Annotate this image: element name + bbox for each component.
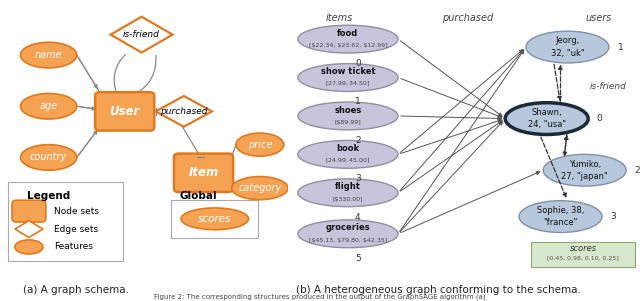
Polygon shape — [15, 221, 43, 237]
Text: is-friend: is-friend — [590, 82, 627, 91]
Ellipse shape — [298, 220, 398, 248]
Ellipse shape — [519, 201, 602, 232]
Text: price: price — [248, 140, 272, 150]
Text: "france": "france" — [543, 218, 578, 227]
Text: 0: 0 — [596, 114, 602, 123]
FancyBboxPatch shape — [531, 242, 635, 268]
Ellipse shape — [298, 25, 398, 53]
FancyBboxPatch shape — [174, 154, 233, 192]
Text: book: book — [337, 144, 360, 153]
Text: (a) A graph schema.: (a) A graph schema. — [22, 285, 129, 296]
Ellipse shape — [20, 42, 77, 68]
FancyBboxPatch shape — [171, 200, 259, 238]
Text: scores: scores — [570, 244, 596, 253]
Ellipse shape — [15, 240, 43, 254]
Text: age: age — [40, 101, 58, 111]
Ellipse shape — [232, 177, 288, 200]
Text: 1: 1 — [355, 98, 360, 107]
Text: users: users — [586, 13, 612, 23]
Text: 0: 0 — [355, 59, 360, 68]
Text: 2: 2 — [355, 136, 360, 145]
Text: scores: scores — [198, 214, 232, 224]
Text: [$45.13, $79.80, $42.35]: [$45.13, $79.80, $42.35] — [309, 238, 387, 243]
Text: shoes: shoes — [334, 106, 362, 115]
Text: purchased: purchased — [442, 13, 493, 23]
Text: is-friend: is-friend — [123, 30, 160, 39]
Text: Yumiko,: Yumiko, — [568, 160, 601, 169]
FancyBboxPatch shape — [95, 92, 154, 131]
Text: 4: 4 — [355, 213, 360, 222]
Text: [$27.99, $34.50]: [$27.99, $34.50] — [325, 80, 371, 88]
Ellipse shape — [298, 64, 398, 92]
Text: country: country — [30, 152, 67, 163]
Text: Legend: Legend — [27, 191, 70, 201]
Ellipse shape — [526, 31, 609, 63]
Text: Figure 2: The corresponding structures produced in the output of the GraphSAGE a: Figure 2: The corresponding structures p… — [154, 294, 486, 300]
Text: User: User — [109, 105, 140, 118]
Text: [$24.99, $45.00]: [$24.99, $45.00] — [325, 157, 371, 165]
Ellipse shape — [298, 179, 398, 207]
Text: Sophie, 38,: Sophie, 38, — [537, 206, 584, 215]
Ellipse shape — [181, 208, 248, 230]
FancyBboxPatch shape — [12, 200, 46, 222]
FancyBboxPatch shape — [8, 182, 124, 261]
Ellipse shape — [298, 141, 398, 168]
Ellipse shape — [236, 133, 284, 156]
Text: groceries: groceries — [326, 223, 371, 232]
Text: [$330.00]: [$330.00] — [333, 197, 364, 202]
Text: 5: 5 — [355, 254, 360, 263]
Text: [0.45, 0.98, 0.10, 0.25]: [0.45, 0.98, 0.10, 0.25] — [547, 255, 619, 260]
Polygon shape — [156, 96, 212, 127]
Text: purchased: purchased — [160, 107, 207, 116]
Text: 32, "uk": 32, "uk" — [550, 49, 584, 58]
Text: Node sets: Node sets — [54, 207, 99, 216]
Text: items: items — [326, 13, 353, 23]
Text: food: food — [337, 29, 358, 38]
Text: category: category — [238, 183, 282, 193]
Text: 3: 3 — [611, 212, 616, 221]
Text: Global: Global — [179, 191, 217, 201]
Ellipse shape — [505, 103, 588, 135]
Text: (b) A heterogeneous graph conforming to the schema.: (b) A heterogeneous graph conforming to … — [296, 285, 581, 296]
Text: name: name — [35, 50, 63, 60]
Text: [$22.34, $23.62, $12.99]: [$22.34, $23.62, $12.99] — [308, 43, 387, 48]
Text: 3: 3 — [355, 174, 360, 183]
Text: 27, "japan": 27, "japan" — [561, 172, 608, 181]
Polygon shape — [111, 17, 173, 52]
Text: flight: flight — [335, 182, 361, 191]
Text: Edge sets: Edge sets — [54, 225, 99, 234]
Ellipse shape — [20, 94, 77, 119]
Ellipse shape — [543, 154, 626, 186]
Text: 24, "usa": 24, "usa" — [527, 120, 566, 129]
Ellipse shape — [298, 102, 398, 130]
Ellipse shape — [20, 145, 77, 170]
Text: 2: 2 — [635, 166, 640, 175]
Text: Jeorg,: Jeorg, — [556, 36, 580, 45]
Text: Item: Item — [188, 166, 219, 179]
Text: Features: Features — [54, 243, 93, 251]
Text: [$89.99]: [$89.99] — [335, 120, 362, 125]
Text: show ticket: show ticket — [321, 67, 375, 76]
Text: 1: 1 — [618, 42, 623, 51]
Text: Shawn,: Shawn, — [531, 108, 562, 117]
